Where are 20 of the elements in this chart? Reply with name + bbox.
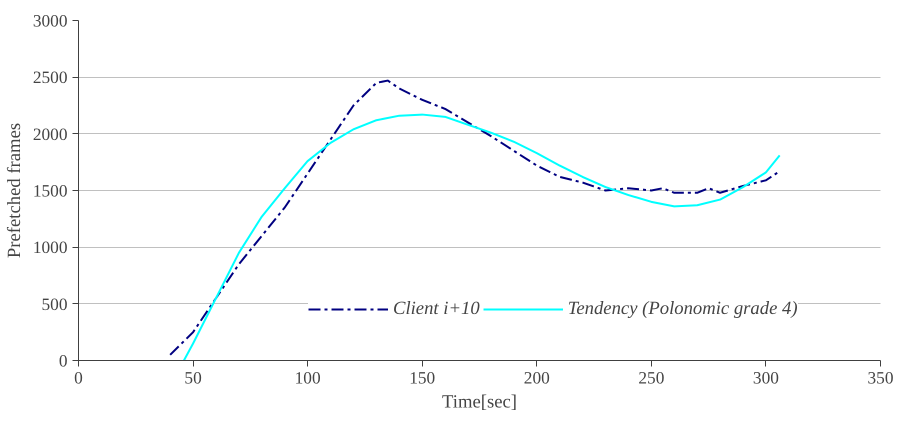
y-tick-label: 0 [58,352,68,370]
y-tick-label: 1000 [32,238,68,258]
line-series [182,114,781,360]
x-tick-label: 100 [294,368,321,388]
y-axis-title: Prefetched frames [4,122,25,258]
x-tick-label: 50 [184,368,202,388]
x-tick-label: 200 [524,368,550,388]
legend-label: Tendency (Polonomic grade 4) [568,298,798,320]
y-tick-label: 2500 [32,68,68,88]
x-tick-label: 0 [74,368,83,388]
x-tick-label: 300 [752,368,779,388]
x-tick-label: 250 [638,368,664,388]
y-tick-label: 1500 [32,182,68,200]
y-tick-label: 2000 [32,124,68,144]
x-tick-label: 350 [868,368,894,388]
x-axis-title: Time[sec] [442,392,517,412]
legend-label: Client i+10 [393,298,480,320]
y-tick-label: 500 [42,294,68,314]
x-tick-label: 150 [409,368,436,388]
y-tick-label: 3000 [32,12,68,30]
